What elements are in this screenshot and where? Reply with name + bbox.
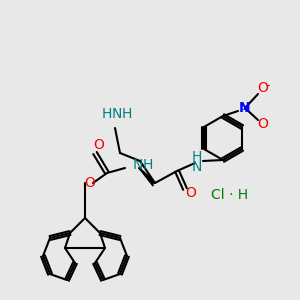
Text: H: H bbox=[192, 150, 202, 164]
Polygon shape bbox=[139, 168, 153, 186]
Text: Cl · H: Cl · H bbox=[212, 188, 249, 202]
Text: H: H bbox=[143, 158, 153, 172]
Text: +: + bbox=[242, 104, 248, 113]
Text: O: O bbox=[186, 186, 196, 200]
Text: N: N bbox=[112, 107, 122, 121]
Text: O: O bbox=[258, 117, 268, 131]
Text: H: H bbox=[102, 107, 112, 121]
Text: O: O bbox=[258, 81, 268, 95]
Text: H: H bbox=[122, 107, 132, 121]
Text: O: O bbox=[85, 176, 95, 190]
Text: -: - bbox=[266, 80, 270, 92]
Text: N: N bbox=[133, 158, 143, 172]
Text: N: N bbox=[239, 101, 251, 115]
Text: O: O bbox=[94, 138, 104, 152]
Text: N: N bbox=[192, 160, 202, 174]
